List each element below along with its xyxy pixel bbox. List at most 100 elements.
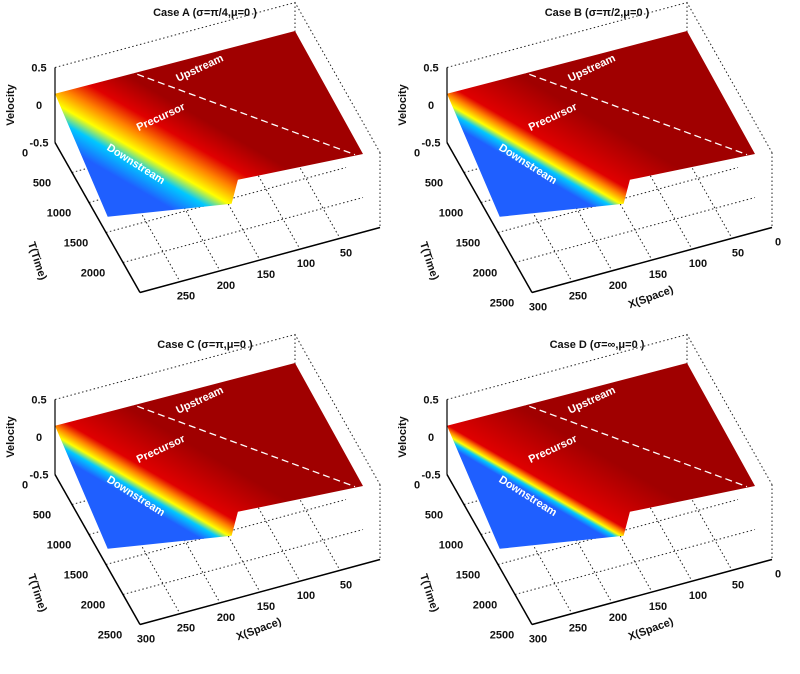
t-tick-label: 2500 — [490, 298, 514, 310]
chart-title: Case C (σ=π,μ=0 ) — [157, 339, 253, 351]
x-tick-label: 50 — [732, 247, 744, 259]
t-tick-label: 2500 — [490, 630, 514, 642]
t-axis-label: T(Time) — [25, 240, 49, 282]
z-axis-label: Velocity — [397, 415, 409, 457]
x-tick-label: 200 — [609, 280, 627, 292]
x-tick-label: 50 — [340, 247, 352, 259]
velocity-surface — [55, 31, 363, 217]
t-axis-label: T(Time) — [25, 572, 49, 614]
t-axis-line — [446, 142, 533, 293]
x-tick-label: 200 — [217, 280, 235, 292]
t-axis-label: T(Time) — [417, 240, 441, 282]
z-tick-label: 0.5 — [31, 63, 46, 75]
x-tick-label: 50 — [732, 579, 744, 591]
velocity-surface — [55, 363, 363, 549]
t-axis-line — [54, 142, 141, 293]
t-axis-line — [54, 474, 141, 625]
x-tick-label: 250 — [177, 623, 195, 635]
t-tick-label: 1500 — [456, 238, 480, 250]
chart-title: Case D (σ=∞,μ=0 ) — [550, 339, 645, 351]
x-axis-line — [531, 226, 773, 294]
x-tick-label: 150 — [257, 269, 275, 281]
t-tick-label: 2000 — [81, 268, 105, 280]
velocity-surface — [447, 363, 755, 549]
z-tick-label: 0.5 — [423, 395, 438, 407]
z-tick-label: 0.5 — [31, 395, 46, 407]
x-tick-label: 200 — [217, 612, 235, 624]
chart-case-b: UpstreamPrecursorDownstream0.50-0.505001… — [397, 1, 781, 314]
grid-line-t — [514, 197, 756, 263]
shock-front-line — [518, 401, 748, 488]
x-axis-label: X(Space) — [627, 616, 676, 643]
t-tick-label: 2000 — [81, 600, 105, 612]
x-tick-label: 0 — [775, 569, 781, 581]
x-tick-label: 250 — [177, 291, 195, 303]
t-tick-label: 2000 — [473, 268, 497, 280]
t-tick-label: 1500 — [64, 570, 88, 582]
x-tick-label: 100 — [297, 590, 315, 602]
z-axis-label: Velocity — [397, 83, 409, 125]
t-tick-label: 2500 — [98, 630, 122, 642]
chart-case-a: UpstreamPrecursorDownstream0.50-0.505001… — [5, 1, 381, 303]
panel-case-c: Upstream Precursor Downstream 0.5 0 -0.5 0 500 1… — [0, 332, 400, 662]
t-tick-label: 2000 — [473, 600, 497, 612]
x-tick-label: 0 — [775, 237, 781, 249]
velocity-surface — [447, 31, 755, 217]
t-tick-label: 1000 — [47, 540, 71, 552]
t-tick-label: 0 — [414, 480, 420, 492]
z-tick-label: -0.5 — [422, 470, 441, 482]
z-tick-label: -0.5 — [30, 470, 49, 482]
z-tick-label: 0 — [36, 432, 42, 444]
z-axis-label: Velocity — [5, 83, 17, 125]
t-tick-label: 1000 — [47, 208, 71, 220]
x-tick-label: 50 — [340, 579, 352, 591]
shock-front-line — [126, 69, 356, 156]
t-tick-label: 0 — [414, 148, 420, 160]
t-tick-label: 500 — [425, 178, 443, 190]
grid-line-t — [122, 197, 364, 263]
x-tick-label: 100 — [297, 258, 315, 270]
x-axis-line — [531, 558, 773, 626]
t-tick-label: 500 — [425, 510, 443, 522]
chart-title: Case B (σ=π/2,μ=0 ) — [545, 7, 650, 19]
z-tick-label: -0.5 — [422, 138, 441, 150]
t-tick-label: 1500 — [456, 570, 480, 582]
z-axis-label: Velocity — [5, 415, 17, 457]
t-axis-label: T(Time) — [417, 572, 441, 614]
z-tick-label: 0 — [428, 100, 434, 112]
panel-case-b: Upstream Precursor Downstream 0.5 0 -0.5 0 500 1… — [392, 0, 792, 330]
t-tick-label: 1500 — [64, 238, 88, 250]
x-tick-label: 300 — [137, 634, 155, 646]
x-tick-label: 100 — [689, 590, 707, 602]
shock-front-line — [518, 69, 748, 156]
x-tick-label: 150 — [257, 601, 275, 613]
z-tick-label: 0.5 — [423, 63, 438, 75]
t-tick-label: 0 — [22, 148, 28, 160]
x-tick-label: 250 — [569, 623, 587, 635]
z-tick-label: 0 — [428, 432, 434, 444]
t-tick-label: 500 — [33, 178, 51, 190]
x-tick-label: 250 — [569, 291, 587, 303]
x-tick-label: 150 — [649, 601, 667, 613]
x-tick-label: 200 — [609, 612, 627, 624]
chart-case-d: UpstreamPrecursorDownstream0.50-0.505001… — [397, 333, 781, 646]
grid-line-t — [514, 529, 756, 595]
panel-case-d: Upstream Precursor Downstream 0.5 0 -0.5 0 500 1… — [392, 332, 792, 662]
panel-case-a: Upstream Precursor Downstream 0.5 0 -0.5 0 500 1… — [0, 0, 400, 330]
t-axis-line — [446, 474, 533, 625]
grid-line-t — [122, 529, 364, 595]
z-tick-label: 0 — [36, 100, 42, 112]
t-tick-label: 1000 — [439, 540, 463, 552]
x-axis-label: X(Space) — [627, 284, 676, 311]
t-tick-label: 1000 — [439, 208, 463, 220]
shock-front-line — [126, 401, 356, 488]
x-axis-line — [139, 558, 381, 626]
x-tick-label: 100 — [689, 258, 707, 270]
x-tick-label: 300 — [529, 634, 547, 646]
z-tick-label: -0.5 — [30, 138, 49, 150]
chart-title: Case A (σ=π/4,μ=0 ) — [153, 7, 257, 19]
x-axis-line — [139, 226, 381, 294]
t-tick-label: 500 — [33, 510, 51, 522]
chart-case-c: UpstreamPrecursorDownstream0.50-0.505001… — [5, 333, 381, 646]
x-axis-label: X(Space) — [235, 616, 284, 643]
